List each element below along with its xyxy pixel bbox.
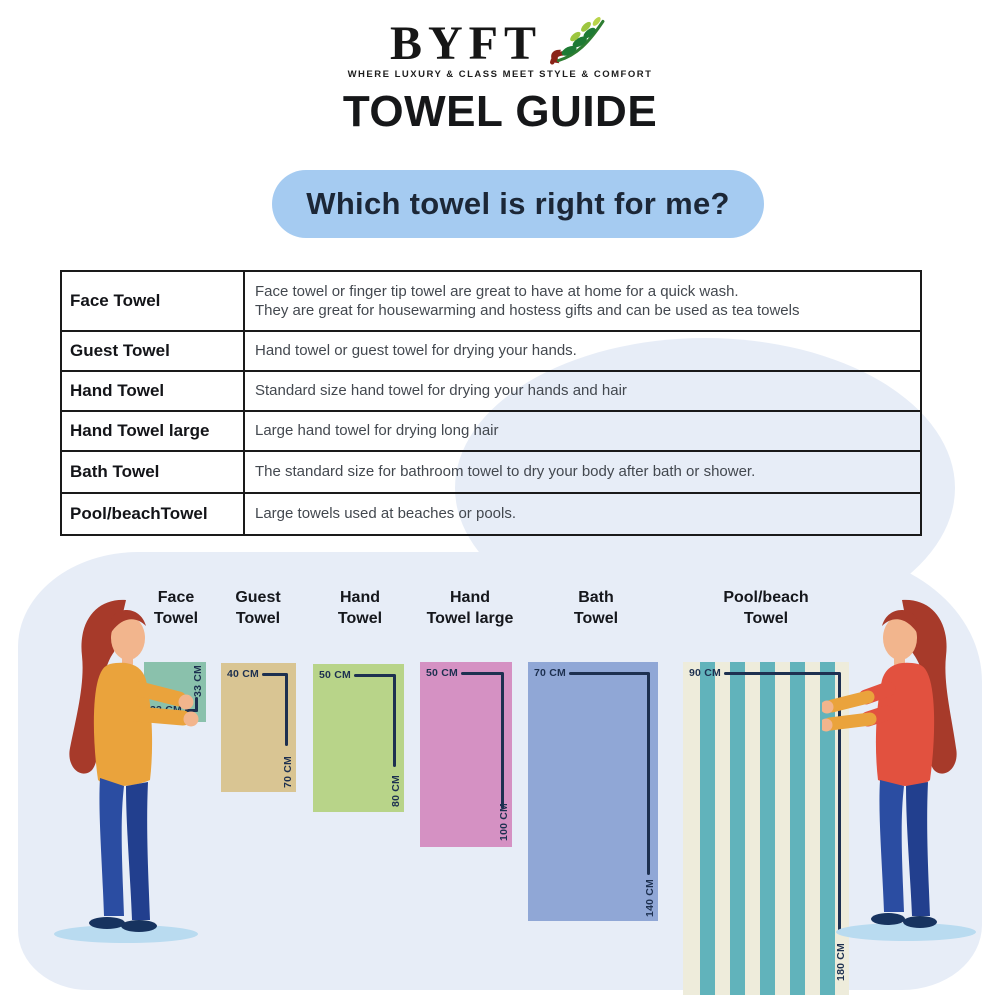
header-line: Hand: [340, 589, 380, 606]
description-line: Standard size hand towel for drying your…: [255, 382, 627, 400]
header-line: Towel: [337, 609, 383, 627]
dimension-line: [838, 673, 841, 931]
table-row: Bath Towel The standard size for bathroo…: [62, 452, 920, 494]
column-header-pool-beach-towel: Pool/beach Towel: [691, 588, 841, 630]
header-line: Towel: [573, 609, 619, 627]
dimension-line: [184, 708, 198, 712]
row-label: Bath Towel: [62, 452, 245, 492]
brand-tagline: WHERE LUXURY & CLASS MEET STYLE & COMFOR…: [347, 69, 653, 80]
table-row: Hand Towel large Large hand towel for dr…: [62, 412, 920, 452]
brand-logo: BYFT: [390, 16, 610, 71]
header-line: Towel: [743, 609, 789, 627]
column-header-guest-towel: Guest Towel: [183, 588, 333, 630]
description-line: Large towels used at beaches or pools.: [255, 505, 516, 523]
towel-stripes: [700, 662, 835, 995]
dimension-line: [723, 671, 841, 675]
row-description: Hand towel or guest towel for drying you…: [245, 332, 920, 370]
height-label: 100 CM: [498, 803, 510, 841]
width-label: 50 CM: [319, 669, 351, 681]
towel-info-table: Face Towel Face towel or finger tip towe…: [60, 270, 922, 536]
row-description: Large hand towel for drying long hair: [245, 412, 920, 450]
description-line: They are great for housewarming and host…: [255, 302, 800, 319]
row-label: Face Towel: [62, 272, 245, 330]
row-description: Large towels used at beaches or pools.: [245, 494, 920, 534]
question-banner-text: Which towel is right for me?: [306, 186, 730, 221]
column-header-face-towel: Face Towel: [101, 588, 251, 630]
leaf-sprig-icon: [550, 16, 605, 65]
row-label: Hand Towel: [62, 372, 245, 410]
dimension-line: [647, 673, 650, 875]
dimension-line: [393, 675, 396, 767]
width-dimension: 90 CM: [689, 667, 841, 679]
height-label: 70 CM: [282, 756, 294, 788]
table-row: Pool/beachTowel Large towels used at bea…: [62, 494, 920, 534]
dimension-line: [501, 673, 504, 809]
header: BYFT WHERE LUXURY & CLASS MEET STYLE & C…: [0, 16, 1000, 137]
header-line: Bath: [578, 589, 614, 606]
width-dimension: 50 CM: [426, 667, 504, 679]
width-label: 40 CM: [227, 668, 259, 680]
background-blob-table: [455, 338, 955, 638]
dimension-line: [195, 697, 198, 712]
table-row: Hand Towel Standard size hand towel for …: [62, 372, 920, 412]
header-line: Hand: [450, 589, 490, 606]
width-label: 90 CM: [689, 667, 721, 679]
dimension-line: [353, 673, 396, 677]
question-banner: Which towel is right for me?: [272, 170, 764, 238]
table-row: Face Towel Face towel or finger tip towe…: [62, 272, 920, 332]
row-label: Hand Towel large: [62, 412, 245, 450]
header-line: Face: [157, 589, 195, 606]
column-header-hand-towel: Hand Towel: [285, 588, 435, 630]
dimension-line: [460, 671, 504, 675]
height-label: 140 CM: [644, 879, 656, 917]
header-line: Guest: [235, 589, 281, 606]
header-line: Towel: [235, 609, 281, 627]
description-line: The standard size for bathroom towel to …: [255, 463, 756, 481]
guest-towel-swatch: 40 CM 70 CM: [221, 663, 296, 792]
row-description: Face towel or finger tip towel are great…: [245, 272, 920, 330]
bath-towel-swatch: 70 CM 140 CM: [528, 662, 658, 921]
width-dimension: 50 CM: [319, 669, 396, 681]
row-label: Guest Towel: [62, 332, 245, 370]
brand-name: BYFT: [389, 17, 542, 70]
dimension-line: [285, 674, 288, 746]
width-label: 70 CM: [534, 667, 566, 679]
right-woman-illustration: [822, 599, 976, 941]
column-header-hand-towel-large: Hand Towel large: [395, 588, 545, 630]
row-description: Standard size hand towel for drying your…: [245, 372, 920, 410]
dimension-line: [261, 672, 288, 676]
row-label: Pool/beachTowel: [62, 494, 245, 534]
header-line: Towel: [153, 609, 199, 627]
description-line: Large hand towel for drying long hair: [255, 422, 499, 440]
page-title: TOWEL GUIDE: [342, 87, 658, 136]
row-description: The standard size for bathroom towel to …: [245, 452, 920, 492]
header-line: Pool/beach: [723, 589, 809, 606]
height-label: 80 CM: [390, 775, 402, 807]
width-dimension: 70 CM: [534, 667, 650, 679]
hand-towel-swatch: 50 CM 80 CM: [313, 664, 404, 812]
width-label: 50 CM: [426, 667, 458, 679]
description-line: Hand towel or guest towel for drying you…: [255, 342, 577, 360]
width-dimension: 40 CM: [227, 668, 288, 680]
description-line: Face towel or finger tip towel are great…: [255, 282, 739, 300]
table-row: Guest Towel Hand towel or guest towel fo…: [62, 332, 920, 372]
column-header-bath-towel: Bath Towel: [521, 588, 671, 630]
header-line: Towel large: [426, 609, 514, 627]
dimension-line: [568, 671, 650, 675]
left-woman-illustration: [54, 599, 199, 943]
pool-beach-towel-swatch: 90 CM 180 CM: [683, 662, 849, 995]
hand-towel-large-swatch: 50 CM 100 CM: [420, 662, 512, 847]
